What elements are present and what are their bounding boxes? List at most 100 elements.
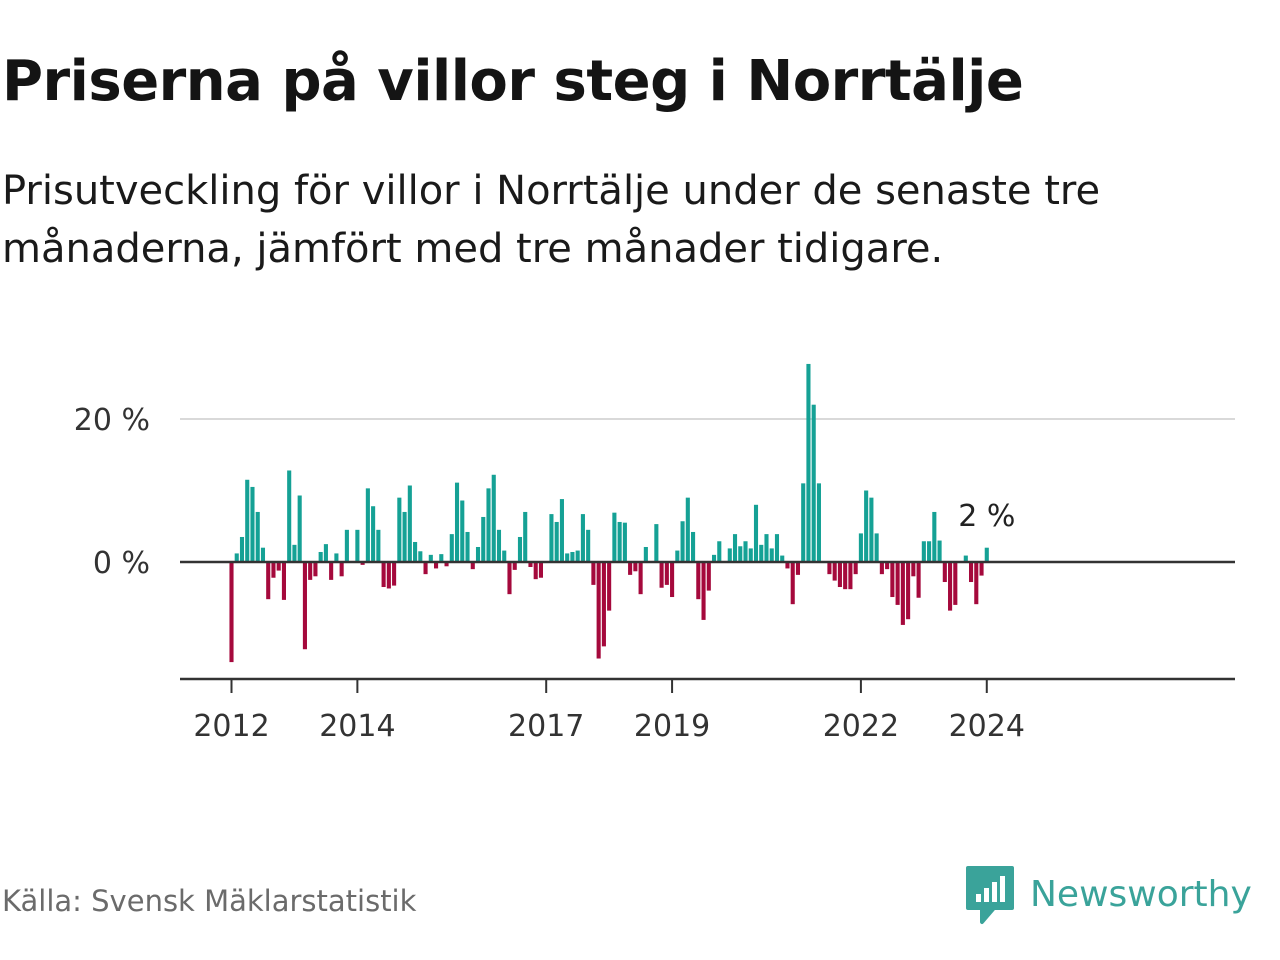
bar <box>732 534 738 562</box>
bar <box>245 479 250 562</box>
bar <box>864 490 869 562</box>
bar <box>900 562 905 625</box>
bar <box>371 506 376 562</box>
bar <box>701 562 706 620</box>
bar <box>622 522 627 562</box>
bar <box>271 562 276 578</box>
y-tick-label: 20 % <box>74 403 150 438</box>
chart-title: Priserna på villor steg i Norrtälje <box>2 49 1024 114</box>
x-tick-label: 2019 <box>634 709 710 744</box>
bar <box>853 562 858 575</box>
bar <box>659 562 664 588</box>
axes <box>180 560 1235 693</box>
bar <box>475 546 481 562</box>
bar <box>979 562 984 576</box>
brand-name: Newsworthy <box>1030 874 1252 915</box>
bar <box>801 483 806 562</box>
bar <box>932 511 937 562</box>
bar <box>858 533 863 562</box>
bar <box>711 554 717 562</box>
bar <box>580 514 585 562</box>
bar <box>512 562 517 570</box>
bar <box>255 511 260 562</box>
bar <box>586 529 591 562</box>
bar <box>591 562 596 585</box>
bar <box>890 562 895 598</box>
x-tick-label: 2017 <box>508 709 584 744</box>
bar <box>927 541 932 562</box>
x-tick-label: 2014 <box>319 709 395 744</box>
bar <box>816 483 821 562</box>
bar <box>769 548 774 562</box>
bar <box>402 511 407 562</box>
bar <box>250 486 255 562</box>
bar <box>439 554 444 562</box>
bar <box>559 499 564 562</box>
bar <box>953 562 958 605</box>
bar <box>879 562 884 575</box>
bar <box>276 562 281 571</box>
bar <box>229 562 234 663</box>
x-tick-label: 2012 <box>193 709 269 744</box>
bar <box>329 562 334 580</box>
bar <box>381 562 386 588</box>
bar <box>502 550 507 562</box>
bar <box>974 562 979 605</box>
labels: 0 % 20 % 2012 2014 2017 2019 2022 2024 2 % <box>74 403 1025 744</box>
bar <box>696 562 701 600</box>
x-tick-label: 2024 <box>949 709 1025 744</box>
bar <box>774 534 780 562</box>
bar <box>486 488 491 562</box>
bar <box>460 500 465 562</box>
last-value-label: 2 % <box>958 499 1015 534</box>
bar <box>706 562 711 591</box>
bar <box>612 512 617 562</box>
brand-logo[interactable]: Newsworthy <box>964 864 1252 926</box>
bar <box>496 529 502 562</box>
bar <box>675 550 680 562</box>
bar <box>759 544 764 562</box>
bar <box>963 555 968 562</box>
bar <box>628 562 633 575</box>
x-tick-label: 2022 <box>823 709 899 744</box>
bar <box>517 536 523 562</box>
bar <box>470 562 475 570</box>
bar <box>302 562 307 650</box>
bar <box>491 474 496 562</box>
bar <box>654 524 659 562</box>
bar <box>523 511 528 562</box>
bar <box>948 562 953 611</box>
bar <box>565 553 570 562</box>
bar <box>434 562 439 569</box>
bar <box>334 553 339 562</box>
bar <box>418 551 423 562</box>
bar <box>239 536 245 562</box>
bar <box>297 495 302 562</box>
bar <box>313 562 318 577</box>
bar <box>407 485 412 562</box>
bar <box>617 521 622 562</box>
bar <box>664 562 669 585</box>
bar <box>685 497 690 562</box>
bar <box>885 562 890 570</box>
chart-subtitle: Prisutveckling för villor i Norrtälje un… <box>2 168 1101 272</box>
bar <box>428 554 433 562</box>
bar <box>743 541 748 562</box>
bar <box>533 562 538 580</box>
bar <box>827 562 832 575</box>
bar <box>607 562 612 611</box>
bar <box>921 541 926 562</box>
bar <box>281 562 286 600</box>
bar <box>753 504 759 562</box>
bar <box>717 541 722 562</box>
bar <box>575 550 580 562</box>
bar <box>780 555 785 562</box>
bar-chart: 0 % 20 % 2012 2014 2017 2019 2022 2024 2 % <box>74 363 1235 744</box>
bar <box>360 562 365 565</box>
newsworthy-bar-chart-icon <box>966 866 1014 924</box>
bar <box>969 562 974 583</box>
bar <box>392 562 397 586</box>
bar <box>832 562 837 581</box>
bar <box>413 541 418 562</box>
bar <box>848 562 853 590</box>
